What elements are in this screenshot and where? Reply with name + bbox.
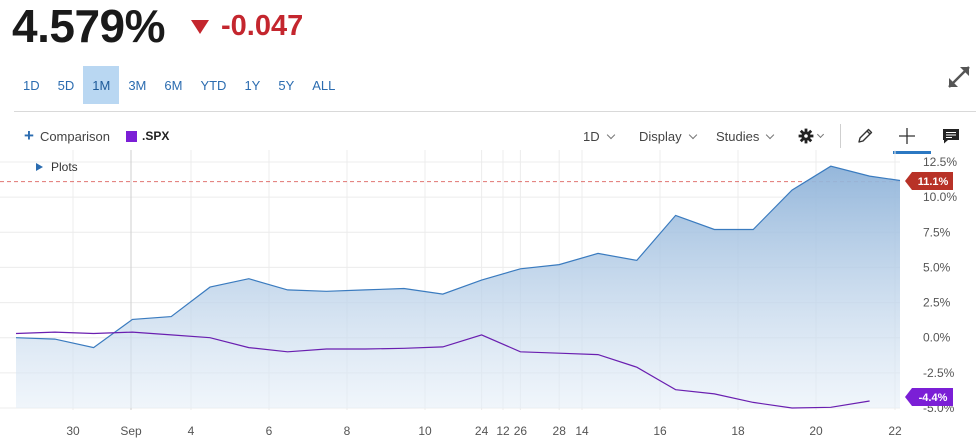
down-arrow-icon xyxy=(191,20,210,34)
y-tick-label: 10.0% xyxy=(923,190,957,204)
y-tick-label: 12.5% xyxy=(923,155,957,169)
range-tab-5y[interactable]: 5Y xyxy=(278,77,295,93)
range-tab-all[interactable]: ALL xyxy=(312,77,336,93)
chart-toolbar: + Comparison .SPX 1D Display Studies xyxy=(0,118,976,154)
quote-header: 4.579% -0.047 xyxy=(12,0,303,52)
chevron-down-icon xyxy=(606,130,615,139)
toolbar-separator xyxy=(840,124,841,148)
range-tab-5d[interactable]: 5D xyxy=(57,77,75,93)
x-tick-label: 10 xyxy=(418,424,432,438)
main-series-line xyxy=(15,165,900,349)
x-tick-label: 30 xyxy=(66,424,80,438)
y-tick-label: 7.5% xyxy=(923,225,951,239)
price-change: -0.047 xyxy=(191,10,303,43)
chevron-down-icon xyxy=(766,130,775,139)
x-tick-label: 8 xyxy=(344,424,351,438)
range-tab-3m[interactable]: 3M xyxy=(128,77,147,93)
spx-swatch xyxy=(126,130,137,142)
spx-last-value-badge: -4.4% xyxy=(905,388,953,406)
interval-label: 1D xyxy=(583,128,600,144)
main-last-value-badge: 11.1% xyxy=(905,172,953,190)
plus-icon: + xyxy=(24,126,34,145)
x-tick-label: 22 xyxy=(888,424,902,438)
x-tick-label: 28 xyxy=(553,424,567,438)
x-tick-label: 20 xyxy=(809,424,823,438)
pencil-icon xyxy=(858,128,873,143)
spx-last-value-badge-text: -4.4% xyxy=(919,392,948,404)
x-tick-label: 18 xyxy=(731,424,745,438)
x-tick-label: 14 xyxy=(575,424,589,438)
x-tick-label: 26 xyxy=(514,424,528,438)
price-chart[interactable]: 12.5%10.0%7.5%5.0%2.5%0.0%-2.5%-5.0% 30 S… xyxy=(0,150,976,440)
interval-dropdown[interactable]: 1D xyxy=(583,118,615,154)
gear-icon xyxy=(798,128,814,144)
plots-toggle[interactable]: Plots xyxy=(36,160,78,174)
range-tab-1y[interactable]: 1Y xyxy=(244,77,261,93)
chevron-down-icon xyxy=(688,130,697,139)
main-last-value-badge-text: 11.1% xyxy=(918,176,949,188)
range-tab-6m[interactable]: 6M xyxy=(164,77,183,93)
main-series-area xyxy=(16,166,900,408)
expand-icon[interactable] xyxy=(946,64,972,90)
x-tick-label: 6 xyxy=(266,424,273,438)
settings-button[interactable] xyxy=(798,118,825,154)
x-tick-label: 4 xyxy=(188,424,195,438)
plots-label: Plots xyxy=(51,160,78,174)
display-label: Display xyxy=(639,128,682,144)
x-tick-label: 12 xyxy=(496,424,510,438)
main-last-value-badge-shape xyxy=(905,172,953,190)
comparison-label: Comparison xyxy=(39,128,111,144)
add-comparison-button[interactable]: + Comparison xyxy=(24,118,110,154)
spx-comparison-chip[interactable]: .SPX xyxy=(126,118,169,154)
x-tick-label: Sep xyxy=(120,424,142,438)
studies-dropdown[interactable]: Studies xyxy=(716,118,775,154)
y-tick-label: 2.5% xyxy=(923,296,951,310)
range-tab-ytd[interactable]: YTD xyxy=(200,77,227,93)
spx-series-line xyxy=(15,331,870,409)
x-axis: 30 Sep 4 6 8 10 12 14 16 18 20 22 24 26 28 xyxy=(66,424,902,438)
active-tool-indicator xyxy=(893,151,931,154)
x-tick-label: 16 xyxy=(653,424,667,438)
spx-last-value-badge-shape xyxy=(905,388,953,406)
time-range-selector: 1D 5D 1M 3M 6M YTD 1Y 5Y ALL xyxy=(14,66,344,104)
range-tab-1d[interactable]: 1D xyxy=(23,77,40,93)
y-tick-label: -2.5% xyxy=(923,366,955,380)
value-badges: 11.1% -4.4% xyxy=(905,172,953,406)
crosshair-icon xyxy=(899,128,915,144)
last-price: 4.579% xyxy=(12,0,166,52)
y-axis: 12.5%10.0%7.5%5.0%2.5%0.0%-2.5%-5.0% xyxy=(923,155,957,415)
header-divider xyxy=(14,111,976,112)
studies-label: Studies xyxy=(716,128,760,144)
y-tick-label: 0.0% xyxy=(923,331,951,345)
plot-area xyxy=(0,165,900,409)
range-tab-1m[interactable]: 1M xyxy=(83,66,120,104)
x-tick-label: 24 xyxy=(475,424,489,438)
draw-button[interactable] xyxy=(856,118,874,154)
change-value: -0.047 xyxy=(221,9,304,42)
chevron-down-icon xyxy=(816,130,825,139)
comment-icon xyxy=(943,129,959,144)
crosshair-button[interactable] xyxy=(899,118,915,154)
display-dropdown[interactable]: Display xyxy=(639,118,697,154)
comment-button[interactable] xyxy=(942,118,960,154)
spx-label: .SPX xyxy=(142,129,170,143)
expand-triangle-icon xyxy=(36,163,43,171)
y-tick-label: 5.0% xyxy=(923,260,951,274)
